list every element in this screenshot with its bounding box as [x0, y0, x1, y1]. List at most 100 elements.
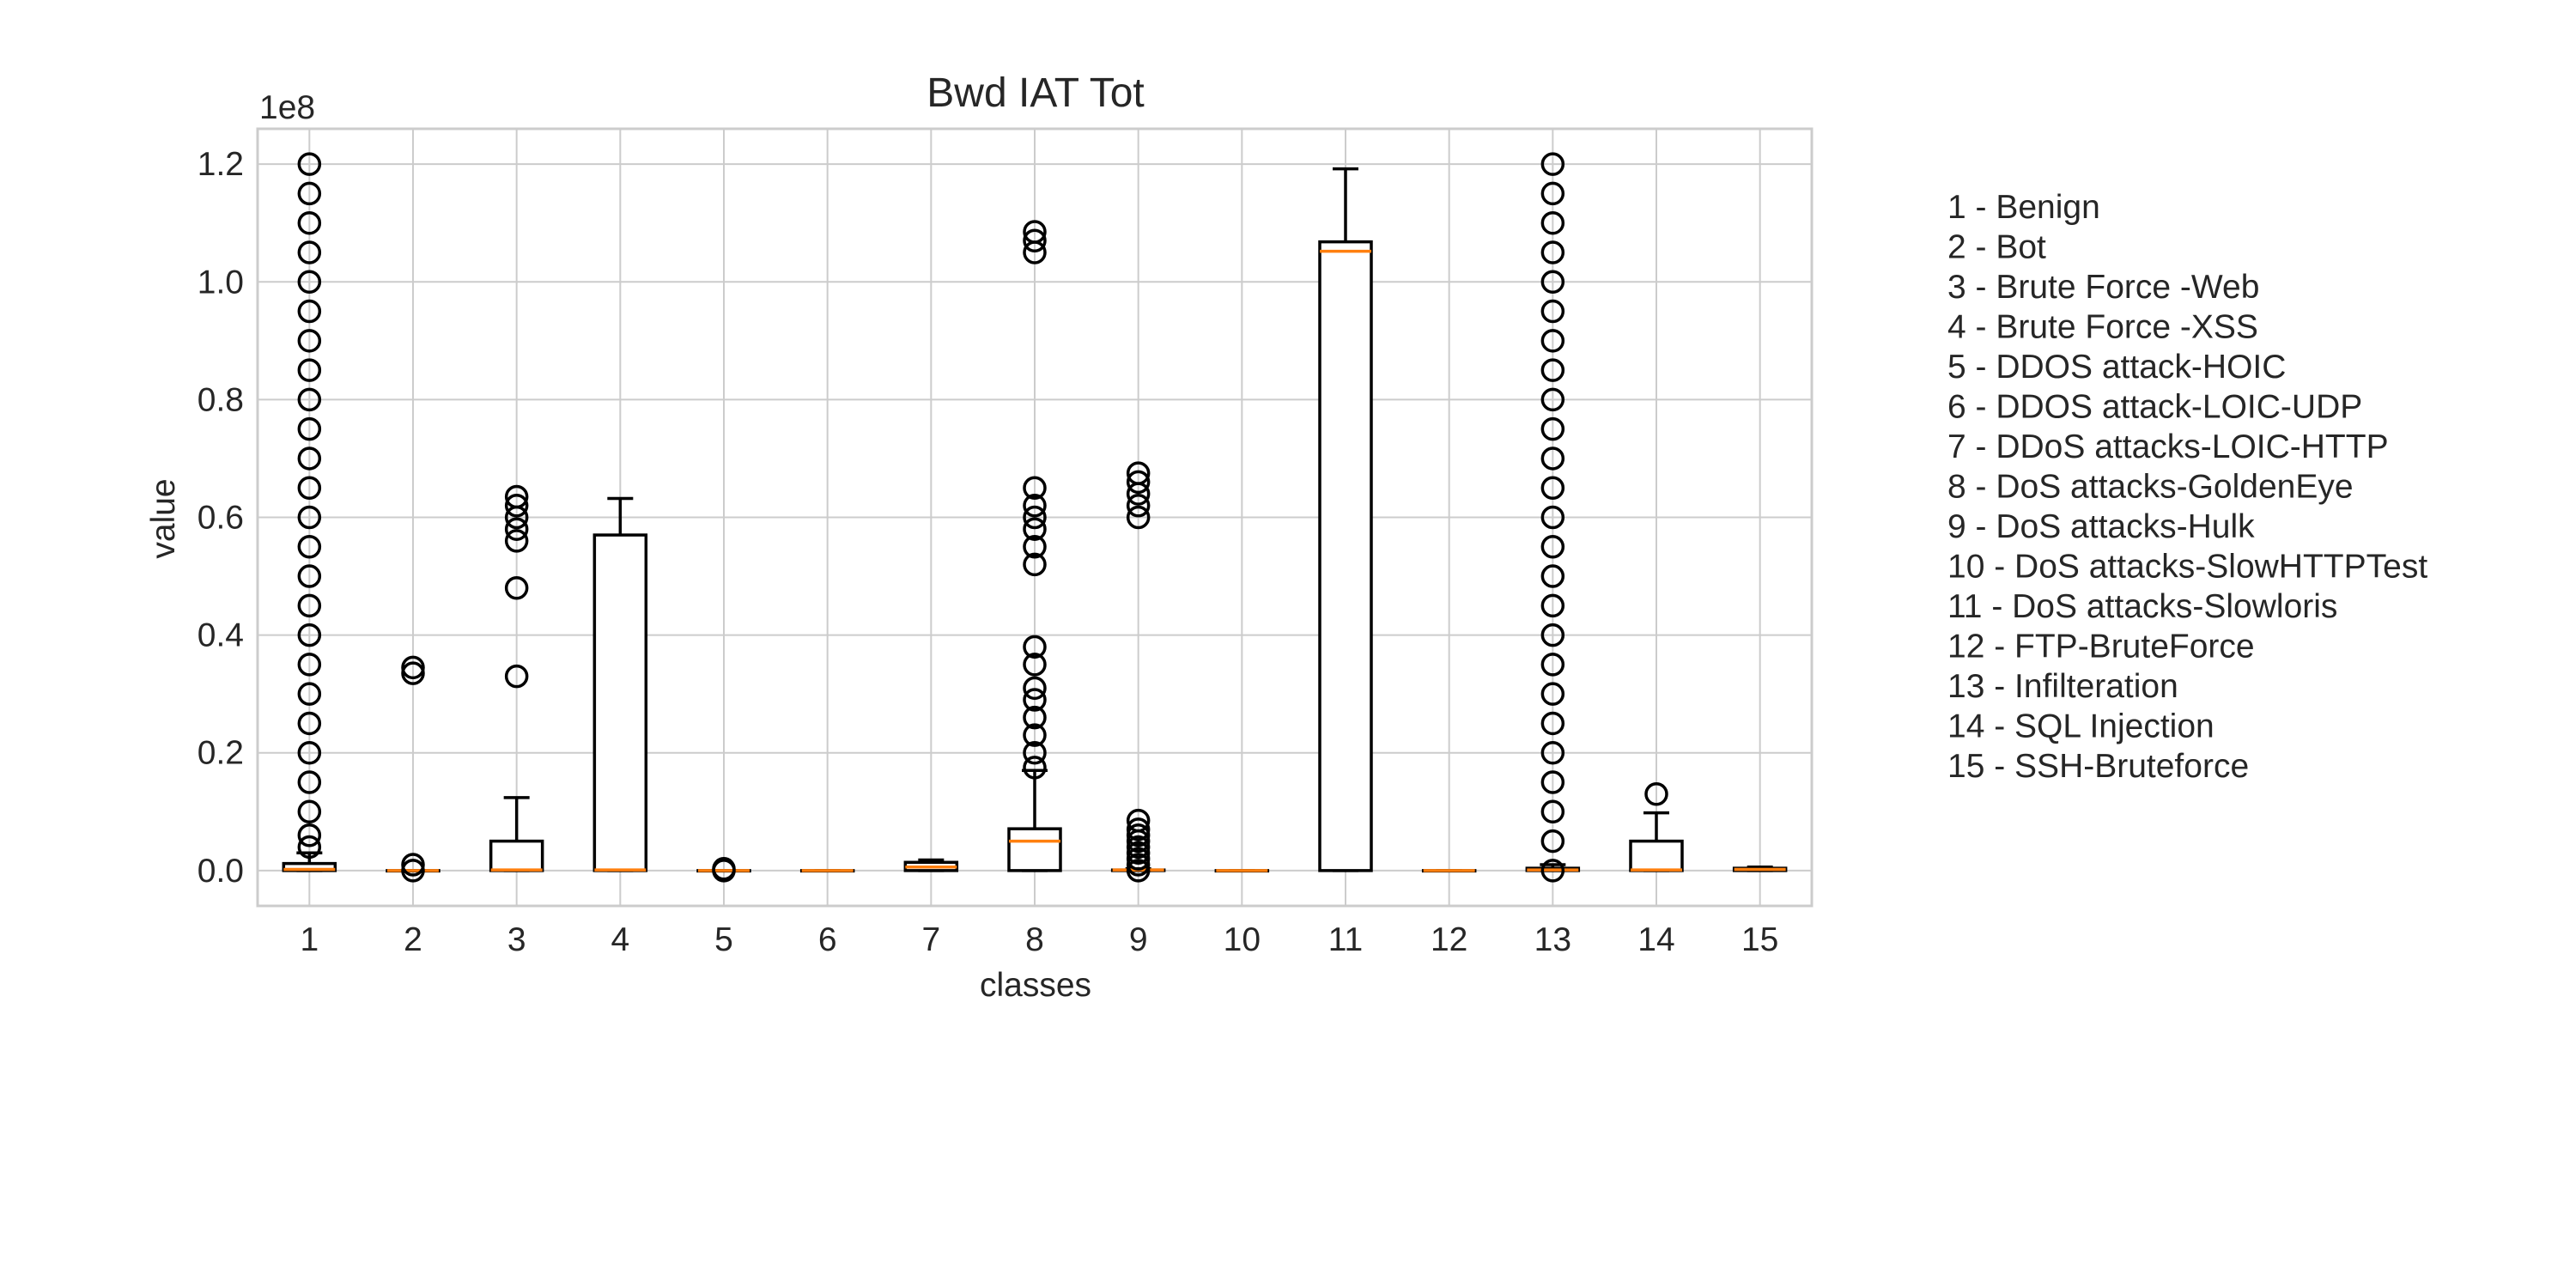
y-tick-label: 0.6 [197, 500, 244, 537]
box-group [903, 858, 959, 872]
outlier-point [1540, 740, 1565, 765]
outlier-point [1126, 835, 1151, 860]
outlier-point [297, 653, 322, 677]
outlier-point [1023, 494, 1047, 518]
outlier-point [1540, 770, 1565, 794]
outlier-point [1126, 841, 1151, 866]
outlier-point [1023, 220, 1047, 244]
x-tick-label: 5 [714, 921, 733, 958]
box-body [489, 839, 544, 872]
outlier-point [1023, 535, 1047, 559]
outlier-point [297, 387, 322, 412]
x-axis-label: classes [980, 967, 1091, 1004]
outlier-point [401, 859, 425, 883]
outlier-point [1540, 682, 1565, 706]
x-tick-label: 15 [1741, 921, 1778, 958]
y-tick-label: 0.8 [197, 381, 244, 418]
outlier-point [1023, 228, 1047, 253]
x-tick-label: 6 [818, 921, 837, 958]
legend-entry: 9 - DoS attacks-Hulk [1947, 508, 2255, 545]
x-tick-label: 3 [507, 921, 526, 958]
legend-entry: 5 - DDOS attack-HOIC [1947, 349, 2286, 386]
box-body [592, 533, 648, 872]
outlier-point [1540, 476, 1565, 500]
outlier-point [1023, 676, 1047, 701]
outlier-point [1023, 740, 1047, 765]
x-tick-label: 7 [921, 921, 940, 958]
outlier-point [504, 484, 529, 509]
legend-entry: 7 - DDoS attacks-LOIC-HTTP [1947, 428, 2389, 465]
outlier-point [297, 623, 322, 647]
box-group [592, 496, 648, 872]
outlier-point [1126, 817, 1151, 841]
legend-entry: 4 - Brute Force -XSS [1947, 309, 2258, 346]
outlier-point [1540, 416, 1565, 441]
box-group [489, 484, 544, 872]
outlier-point [297, 240, 322, 264]
outlier-point [504, 664, 529, 689]
legend-entry: 1 - Benign [1947, 189, 2100, 226]
legend-entry: 6 - DDOS attack-LOIC-UDP [1947, 389, 2362, 426]
outlier-point [1023, 517, 1047, 541]
x-tick-label: 10 [1224, 921, 1261, 958]
legend-entry: 3 - Brute Force -Web [1947, 269, 2259, 306]
x-tick-label: 12 [1431, 921, 1467, 958]
legend-entry: 14 - SQL Injection [1947, 708, 2215, 745]
y-tick-label: 0.0 [197, 853, 244, 890]
outlier-point [1540, 564, 1565, 588]
outlier-point [1644, 781, 1668, 806]
outlier-point [1126, 859, 1151, 883]
box-group [1525, 152, 1581, 883]
box-plots [282, 152, 1788, 883]
outlier-point [297, 299, 322, 324]
outlier-point [297, 823, 322, 848]
outlier-point [297, 535, 322, 559]
outlier-point [504, 494, 529, 518]
outlier-point [297, 505, 322, 530]
outlier-point [1540, 799, 1565, 824]
box-group [1318, 167, 1373, 872]
box-body [1318, 240, 1373, 872]
outlier-point [401, 853, 425, 877]
outlier-point [1126, 461, 1151, 485]
box-group [1629, 781, 1684, 872]
outlier-point [1126, 494, 1151, 518]
outlier-point [1023, 705, 1047, 730]
box-group [282, 152, 337, 872]
outlier-point [1023, 505, 1047, 530]
outlier-point [1540, 623, 1565, 647]
x-tick-label: 1 [300, 921, 319, 958]
plot-frame [256, 127, 1814, 908]
outlier-point [712, 857, 736, 881]
y-tick-labels: 0.0 0.2 0.4 0.6 0.8 1.0 1.2 [197, 146, 244, 890]
outlier-point [1540, 240, 1565, 264]
outlier-point [1126, 823, 1151, 848]
outlier-point [1540, 535, 1565, 559]
legend-entry: 10 - DoS attacks-SlowHTTPTest [1947, 549, 2427, 586]
legend-entry: 15 - SSH-Bruteforce [1947, 748, 2249, 785]
x-tick-label: 4 [611, 921, 629, 958]
outlier-point [297, 447, 322, 471]
box-group [799, 869, 855, 873]
box-group [1214, 869, 1270, 873]
box-group [1110, 461, 1166, 883]
outlier-point [1540, 152, 1565, 176]
outlier-point [297, 416, 322, 441]
outlier-point [1126, 853, 1151, 877]
outlier-point [1540, 505, 1565, 530]
outlier-point [297, 181, 322, 206]
box-group [1421, 869, 1477, 873]
outlier-point [1540, 270, 1565, 295]
y-offset-label: 1e8 [259, 89, 315, 126]
outlier-point [401, 661, 425, 685]
legend-entry: 8 - DoS attacks-GoldenEye [1947, 469, 2354, 506]
outlier-point [1023, 552, 1047, 577]
box-body [1007, 827, 1062, 872]
outlier-point [401, 655, 425, 680]
outlier-point [297, 799, 322, 824]
outlier-point [1540, 299, 1565, 324]
legend-entry: 2 - Bot [1947, 229, 2046, 266]
outlier-point [297, 682, 322, 706]
outlier-point [504, 517, 529, 541]
